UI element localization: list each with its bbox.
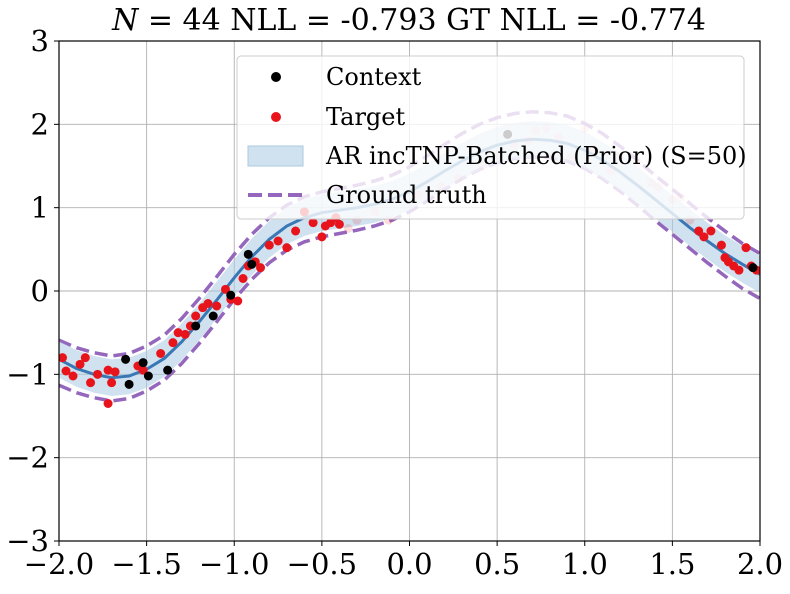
x-tick-label-2: −1.0 xyxy=(199,547,269,581)
x-tick-label-7: 1.5 xyxy=(649,547,695,581)
target-point-24 xyxy=(233,296,243,306)
target-point-42 xyxy=(706,226,716,236)
x-axis-ticks: −2.0 −1.5 −1.0 −0.5 0.0 0.5 1.0 1.5 2.0 xyxy=(24,541,783,581)
x-tick-label-3: −0.5 xyxy=(287,547,357,581)
legend-ground-truth-label: Ground truth xyxy=(326,181,487,209)
context-point-5 xyxy=(191,321,201,331)
context-point-9 xyxy=(247,259,257,269)
legend-context-label: Context xyxy=(326,63,422,91)
target-point-34 xyxy=(308,218,318,228)
target-point-48 xyxy=(741,243,751,253)
target-point-5 xyxy=(86,378,96,388)
target-point-2 xyxy=(68,371,78,381)
x-tick-label-0: −2.0 xyxy=(24,547,94,581)
target-point-41 xyxy=(699,232,709,242)
faded-point-0 xyxy=(343,224,353,233)
target-point-47 xyxy=(734,265,744,275)
target-point-1 xyxy=(61,366,71,376)
target-point-3 xyxy=(75,359,85,369)
legend-target-marker xyxy=(271,112,281,122)
target-point-15 xyxy=(173,328,183,338)
x-tick-label-6: 1.0 xyxy=(562,547,608,581)
target-point-35 xyxy=(317,232,327,242)
target-point-6 xyxy=(93,369,103,379)
context-point-1 xyxy=(124,379,134,389)
y-tick-label-5: 2 xyxy=(31,107,49,141)
target-point-30 xyxy=(273,236,283,246)
target-point-13 xyxy=(156,349,166,358)
legend-target-label: Target xyxy=(326,103,405,131)
target-point-18 xyxy=(191,311,201,321)
x-tick-label-1: −1.5 xyxy=(111,547,181,581)
target-point-32 xyxy=(291,226,301,236)
legend: Context Target AR incTNP-Batched (Prior)… xyxy=(236,55,747,220)
y-tick-label-0: −3 xyxy=(6,524,49,558)
context-point-3 xyxy=(143,371,153,381)
target-point-29 xyxy=(264,240,274,250)
legend-model-label: AR incTNP-Batched (Prior) (S=50) xyxy=(325,142,747,170)
target-point-25 xyxy=(238,274,248,283)
chart-title: N = 44 NLL = -0.793 GT NLL = -0.774 xyxy=(111,3,706,38)
target-point-20 xyxy=(203,299,213,308)
target-point-9 xyxy=(107,378,117,388)
context-point-2 xyxy=(138,358,148,368)
y-tick-label-1: −2 xyxy=(6,441,49,475)
target-point-31 xyxy=(282,243,292,253)
legend-context-marker xyxy=(271,72,281,82)
target-point-10 xyxy=(110,367,120,377)
title-n-symbol: N xyxy=(111,3,140,38)
target-point-7 xyxy=(103,365,113,375)
y-tick-label-4: 1 xyxy=(31,191,49,225)
target-point-4 xyxy=(80,353,90,363)
target-point-14 xyxy=(168,338,178,348)
target-point-0 xyxy=(59,353,68,363)
legend-box xyxy=(236,55,745,220)
target-point-21 xyxy=(212,301,222,311)
target-point-39 xyxy=(334,219,344,229)
target-point-43 xyxy=(716,240,726,250)
y-axis-ticks: −3 −2 −1 0 1 2 3 xyxy=(6,24,59,558)
target-point-40 xyxy=(694,226,704,236)
target-point-12 xyxy=(138,365,148,375)
x-tick-label-5: 0.5 xyxy=(474,547,520,581)
x-tick-label-8: 2.0 xyxy=(737,547,783,581)
y-tick-label-2: −1 xyxy=(6,357,49,391)
target-point-22 xyxy=(220,284,230,294)
context-point-0 xyxy=(121,354,131,364)
context-point-8 xyxy=(243,249,253,259)
title-metrics: = 44 NLL = -0.793 GT NLL = -0.774 xyxy=(138,3,706,38)
target-point-16 xyxy=(180,329,190,339)
context-point-11 xyxy=(748,263,758,273)
y-tick-label-6: 3 xyxy=(31,24,49,58)
x-tick-label-4: 0.0 xyxy=(386,547,432,581)
context-point-7 xyxy=(226,290,236,300)
y-tick-label-3: 0 xyxy=(31,274,49,308)
target-point-28 xyxy=(256,263,266,273)
target-point-8 xyxy=(103,399,113,408)
legend-model-swatch xyxy=(247,145,304,167)
context-point-4 xyxy=(163,365,173,375)
context-point-6 xyxy=(208,311,218,321)
